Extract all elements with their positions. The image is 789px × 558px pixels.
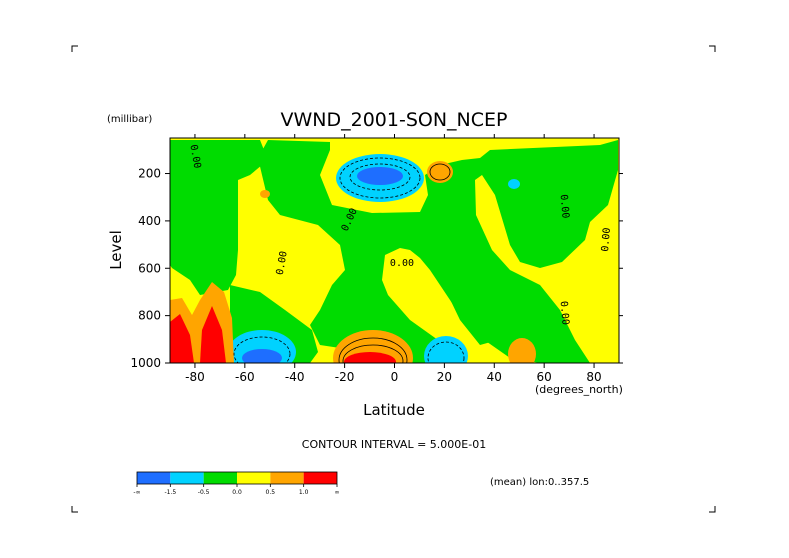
colorbar: -∞ -1.5 -0.5 0.0 0.5 1.0 ∞ bbox=[133, 471, 340, 496]
x-tick-label: -80 bbox=[185, 370, 205, 384]
y-tick-label: 200 bbox=[138, 167, 161, 181]
contour-value-label: 0.00 bbox=[558, 301, 571, 326]
y-units-label: (millibar) bbox=[107, 114, 152, 125]
region-neg-upper-mid bbox=[258, 140, 618, 363]
core-red-sfc bbox=[344, 352, 396, 363]
core-cyan-equator bbox=[424, 336, 468, 363]
colorbar-label: 0.0 bbox=[232, 489, 242, 496]
x-axis-ticks: -80 -60 -40 -20 0 20 40 60 80 bbox=[185, 134, 602, 384]
colorbar-swatch bbox=[137, 472, 171, 484]
y-tick-label: 600 bbox=[138, 261, 161, 275]
colorbar-swatch bbox=[303, 472, 337, 484]
x-tick-label: 80 bbox=[586, 370, 601, 384]
colorbar-swatch bbox=[237, 472, 271, 484]
core-red-southpole-2 bbox=[200, 306, 226, 363]
y-axis-ticks: 200 400 600 800 1000 bbox=[130, 167, 623, 370]
colorbar-swatch bbox=[203, 472, 237, 484]
x-axis-label: Latitude bbox=[363, 401, 425, 419]
y-tick-label: 800 bbox=[138, 309, 161, 323]
plot-area bbox=[170, 138, 619, 363]
colorbar-label: -0.5 bbox=[198, 489, 210, 496]
contour-lines bbox=[233, 157, 465, 363]
x-tick-label: -60 bbox=[235, 370, 255, 384]
core-cyan-north bbox=[508, 179, 520, 189]
core-orange-upper bbox=[427, 161, 453, 183]
colorbar-swatch bbox=[170, 472, 204, 484]
x-tick-label: 20 bbox=[437, 370, 452, 384]
x-units-label: (degrees_north) bbox=[535, 383, 623, 396]
region-neg-north bbox=[440, 240, 505, 345]
mean-lon-note: (mean) lon:0..357.5 bbox=[490, 477, 589, 488]
y-tick-label: 1000 bbox=[130, 356, 161, 370]
contour-value-label: 0.00 bbox=[275, 250, 290, 276]
x-tick-label: -20 bbox=[335, 370, 355, 384]
colorbar-label: ∞ bbox=[335, 489, 340, 496]
crop-marks bbox=[71, 45, 716, 513]
colorbar-label: 0.5 bbox=[266, 489, 276, 496]
colorbar-label: -∞ bbox=[133, 489, 140, 496]
core-orange-small bbox=[260, 190, 270, 198]
colorbar-label: -1.5 bbox=[164, 489, 176, 496]
core-red-southpole bbox=[170, 314, 194, 363]
core-orange-ne bbox=[508, 338, 536, 363]
contour-value-label: 0.00 bbox=[600, 227, 613, 252]
colorbar-label: 1.0 bbox=[299, 489, 309, 496]
region-neg-west bbox=[170, 140, 268, 295]
x-tick-label: 0 bbox=[391, 370, 399, 384]
colorbar-swatch bbox=[270, 472, 304, 484]
core-blue-upper bbox=[357, 167, 403, 185]
x-tick-label: -40 bbox=[285, 370, 305, 384]
y-tick-label: 400 bbox=[138, 214, 161, 228]
core-blue-south bbox=[242, 349, 282, 363]
contour-value-label: 0.00 bbox=[187, 144, 202, 170]
chart-title: VWND_2001-SON_NCEP bbox=[280, 109, 507, 131]
contour-value-label: 0.00 bbox=[390, 258, 414, 269]
x-tick-label: 60 bbox=[537, 370, 552, 384]
contour-value-label: 0.00 bbox=[558, 194, 571, 219]
y-axis-label: Level bbox=[107, 230, 125, 270]
x-tick-label: 40 bbox=[487, 370, 502, 384]
contour-interval-note: CONTOUR INTERVAL = 5.000E-01 bbox=[302, 438, 486, 451]
